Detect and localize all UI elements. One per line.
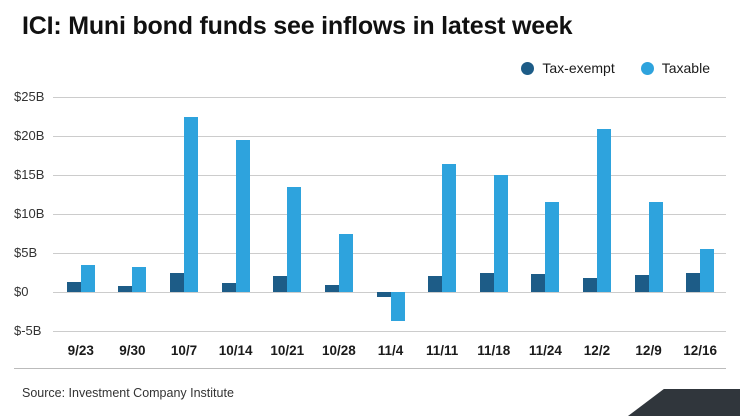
x-axis-label-10/21: 10/21 (270, 343, 305, 358)
x-axis-label-11/4: 11/4 (377, 343, 404, 358)
bar-tax-exempt-12/16 (686, 272, 701, 292)
bar-taxable-12/2 (596, 128, 611, 292)
legend-item-tax-exempt: Tax-exempt (521, 60, 615, 76)
bar-taxable-9/30 (132, 267, 147, 292)
y-axis-label: $15B (14, 167, 45, 182)
bar-taxable-10/28 (338, 233, 353, 292)
bar-taxable-11/24 (545, 202, 560, 292)
bar-taxable-11/18 (493, 175, 508, 292)
x-axis-label-10/28: 10/28 (321, 343, 356, 358)
bar-tax-exempt-11/18 (479, 272, 494, 292)
bar-tax-exempt-11/4 (376, 292, 391, 297)
gridline-$25B (53, 97, 726, 98)
gridline-$10B (53, 214, 726, 215)
gridline-$15B (53, 175, 726, 176)
bar-taxable-10/14 (235, 139, 250, 292)
x-axis-label-9/30: 9/30 (119, 343, 146, 358)
bar-tax-exempt-10/14 (221, 282, 236, 292)
legend-label-tax-exempt: Tax-exempt (542, 60, 615, 76)
bar-tax-exempt-12/2 (582, 277, 597, 292)
legend-label-taxable: Taxable (661, 60, 710, 76)
bar-tax-exempt-10/28 (324, 284, 339, 292)
bar-tax-exempt-9/23 (66, 281, 81, 292)
x-axis-label-11/11: 11/11 (425, 343, 459, 358)
bar-taxable-12/9 (648, 201, 663, 292)
gridline-$5B (53, 253, 726, 254)
bar-tax-exempt-11/11 (428, 276, 443, 292)
y-axis-label: $25B (14, 89, 45, 104)
x-axis-label-12/2: 12/2 (583, 343, 611, 358)
x-axis-label-11/24: 11/24 (528, 343, 562, 358)
x-axis-label-10/7: 10/7 (170, 343, 198, 358)
x-axis-label-10/14: 10/14 (218, 343, 253, 358)
y-axis-label: $5B (14, 245, 38, 260)
legend-swatch-taxable (640, 61, 654, 75)
y-axis-label: $10B (14, 206, 45, 221)
y-axis-label: $20B (14, 128, 45, 143)
gridline-$20B (53, 136, 726, 137)
bar-tax-exempt-10/7 (170, 273, 185, 292)
bar-taxable-11/11 (442, 164, 457, 292)
source-attribution: Source: Investment Company Institute (22, 386, 234, 400)
gridline-$-5B (53, 331, 726, 332)
bar-taxable-11/4 (390, 292, 405, 321)
bar-tax-exempt-12/9 (634, 274, 649, 292)
legend-item-taxable: Taxable (640, 60, 710, 76)
x-axis-label-12/16: 12/16 (683, 343, 718, 358)
bar-tax-exempt-11/24 (531, 274, 546, 292)
bar-taxable-12/16 (700, 249, 715, 292)
bar-tax-exempt-9/30 (118, 285, 133, 292)
chart-title: ICI: Muni bond funds see inflows in late… (22, 12, 573, 40)
legend-swatch-tax-exempt (521, 61, 535, 75)
bar-tax-exempt-10/21 (273, 275, 288, 292)
x-axis-label-11/18: 11/18 (477, 343, 511, 358)
x-axis-label-9/23: 9/23 (67, 343, 94, 358)
bar-taxable-10/7 (184, 116, 199, 292)
bar-taxable-9/23 (80, 264, 95, 292)
x-axis-label-12/9: 12/9 (635, 343, 662, 358)
chart-legend: Tax-exempt Taxable (521, 60, 710, 76)
bar-taxable-10/21 (287, 186, 302, 292)
y-axis-label: $0 (14, 284, 29, 299)
y-axis-label: $-5B (14, 323, 42, 338)
x-axis-bottom-line (14, 368, 726, 369)
